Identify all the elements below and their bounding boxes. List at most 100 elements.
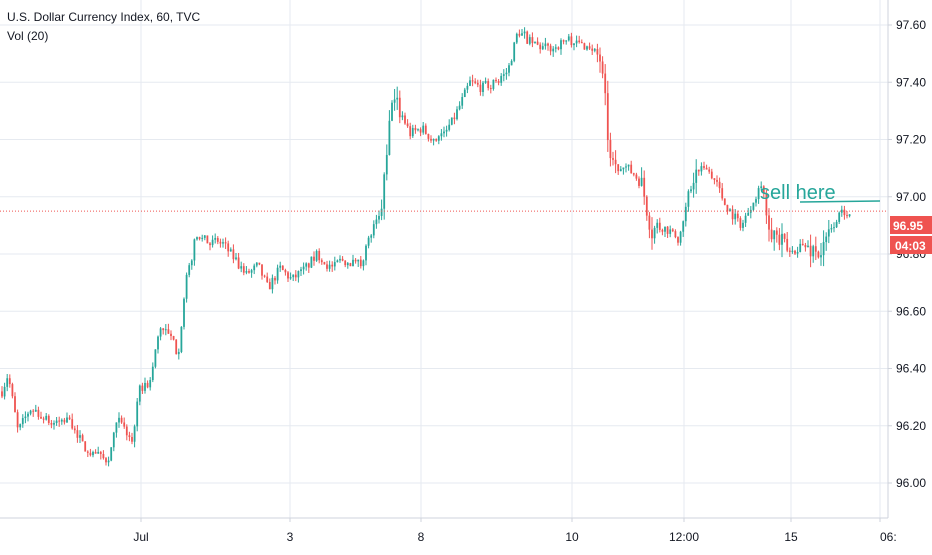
candle-body <box>393 99 396 103</box>
candle <box>292 274 295 282</box>
candle-body <box>713 178 716 180</box>
candle-body <box>479 84 482 93</box>
candle-body <box>6 378 9 387</box>
candle-body <box>671 229 674 232</box>
candle <box>521 29 523 36</box>
candle <box>609 132 612 167</box>
candle-body <box>151 366 154 381</box>
candle <box>744 212 747 227</box>
candle <box>731 205 734 225</box>
candle <box>115 422 118 438</box>
candle <box>131 432 133 445</box>
candle-body <box>817 251 820 258</box>
candle-body <box>718 181 721 189</box>
candle-body <box>60 419 63 422</box>
candle <box>398 90 401 124</box>
candle-body <box>723 198 726 205</box>
candle <box>336 259 339 263</box>
x-tick-label: 06: <box>880 530 897 544</box>
candle <box>710 168 713 180</box>
candle-body <box>440 133 443 137</box>
candle-body <box>549 45 552 52</box>
candle <box>151 362 154 383</box>
candle <box>445 125 448 137</box>
candle-body <box>427 133 430 139</box>
candle <box>450 117 453 126</box>
candle-body <box>203 235 206 238</box>
candle <box>138 384 141 406</box>
candle <box>484 77 487 84</box>
candle-body <box>614 159 617 165</box>
candle-body <box>274 277 276 281</box>
time-axis[interactable]: Jul 3 8 10 12:00 15 06: <box>133 518 897 544</box>
candle-body <box>687 191 690 207</box>
candle <box>562 39 565 45</box>
candle <box>344 260 347 268</box>
candle-body <box>206 235 209 244</box>
countdown-badge <box>890 236 932 254</box>
candle <box>619 166 622 172</box>
candle-body <box>536 41 539 45</box>
candle <box>495 77 497 83</box>
candle-body <box>50 422 53 425</box>
candle-body <box>840 209 843 213</box>
candle <box>812 244 815 263</box>
time-axis-background <box>0 518 932 550</box>
candle-body <box>791 250 794 252</box>
candle-body <box>638 178 640 186</box>
candle-body <box>661 229 664 232</box>
candle <box>601 56 604 79</box>
candle <box>687 189 690 212</box>
candle-body <box>94 451 97 454</box>
candle <box>770 217 773 243</box>
candle <box>526 30 529 45</box>
candle <box>34 404 37 412</box>
candle <box>307 262 310 273</box>
candle-body <box>487 81 490 89</box>
candle-body <box>42 418 45 420</box>
candle-body <box>385 154 388 175</box>
candle-body <box>757 188 760 200</box>
candle-body <box>157 336 159 350</box>
annotation-text[interactable]: sell here <box>760 182 836 204</box>
candle-body <box>414 128 417 131</box>
candle <box>422 121 425 135</box>
candle-body <box>419 129 422 133</box>
candle <box>661 228 664 236</box>
candle-body <box>640 177 643 186</box>
y-tick-label: 97.00 <box>896 190 926 204</box>
candle-body <box>734 213 737 220</box>
candle <box>393 88 396 111</box>
candle-body <box>783 233 786 239</box>
candle-body <box>708 169 711 172</box>
candle <box>159 327 162 341</box>
candle <box>492 79 495 91</box>
candle-body <box>755 199 757 203</box>
candle-body <box>567 36 570 41</box>
candle-body <box>198 237 201 239</box>
candle <box>749 206 752 219</box>
candle <box>635 172 638 181</box>
drawing-annotation[interactable]: sell here <box>760 182 881 204</box>
candle-body <box>765 193 768 216</box>
annotation-trend-line[interactable] <box>799 200 881 203</box>
candle <box>149 377 152 391</box>
candle-body <box>653 227 656 239</box>
candle <box>479 79 482 96</box>
candle-body <box>118 417 120 423</box>
candle-body <box>497 81 500 83</box>
candle-body <box>344 260 347 266</box>
x-tick-label: 10 <box>565 530 579 544</box>
candle <box>6 373 9 392</box>
candle <box>242 263 245 276</box>
candle-body <box>505 72 508 75</box>
candle <box>773 230 776 251</box>
candle-body <box>760 186 763 189</box>
candle-body <box>8 378 11 385</box>
candle <box>833 222 835 233</box>
y-tick-label: 96.20 <box>896 419 926 433</box>
candle-body <box>424 125 427 134</box>
candle-body <box>279 265 282 268</box>
